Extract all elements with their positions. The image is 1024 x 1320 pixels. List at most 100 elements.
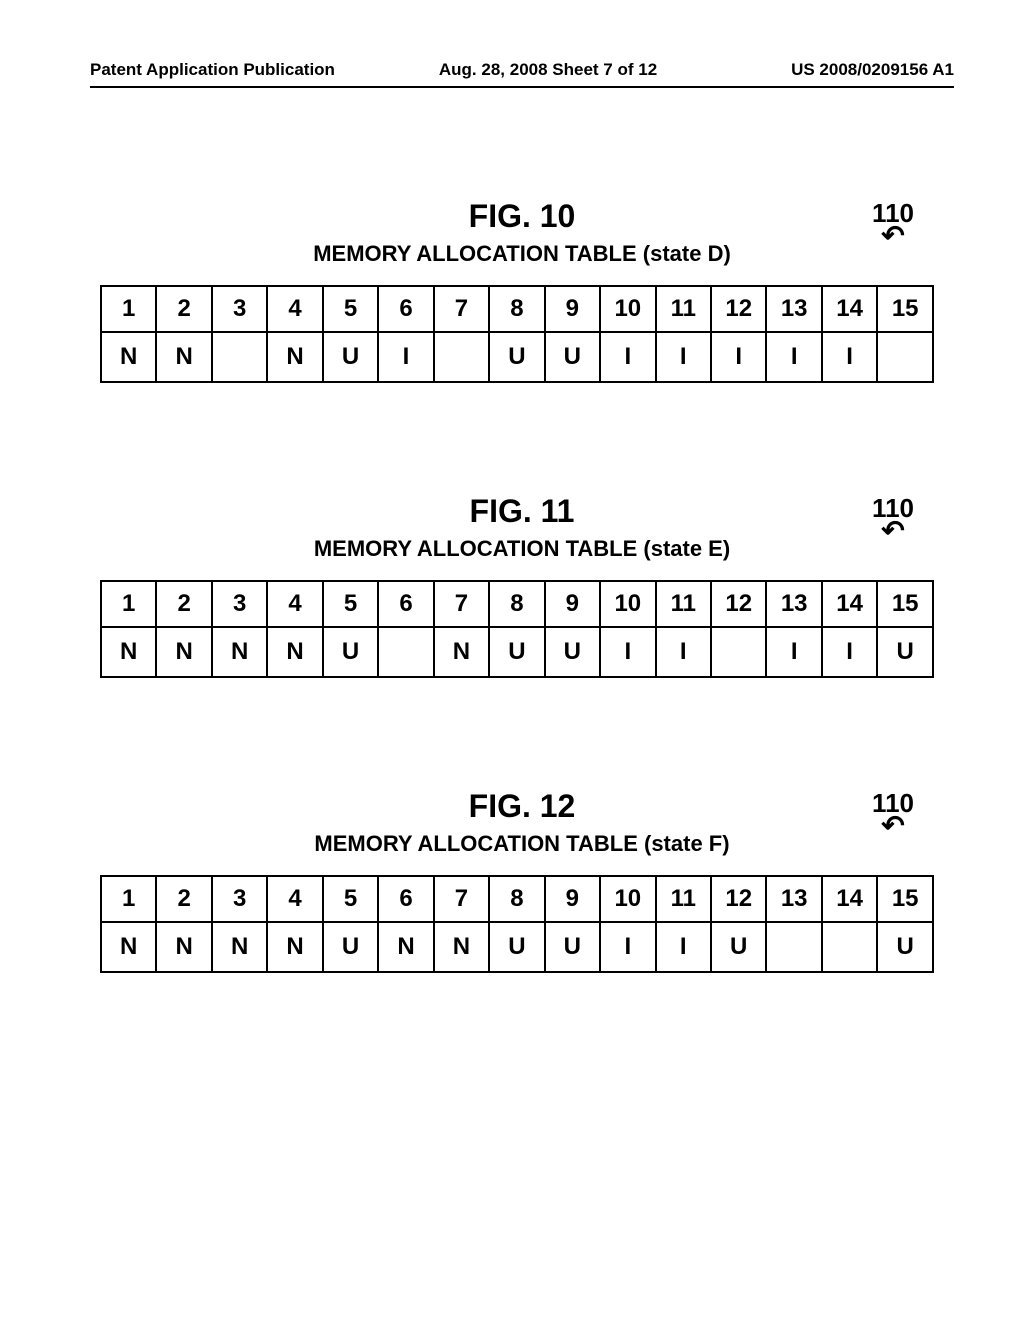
table-cell: U bbox=[323, 332, 378, 382]
table-header-cell: 2 bbox=[156, 286, 211, 332]
reference-arrow: 110 ↷ bbox=[872, 788, 914, 835]
table-cell: U bbox=[545, 332, 600, 382]
table-data-row: NNNNUℕNUUII𝕌IIU bbox=[101, 627, 933, 677]
table-cell: ℕ bbox=[434, 332, 489, 382]
figure-12: FIG. 12 110 ↷ MEMORY ALLOCATION TABLE (s… bbox=[90, 788, 954, 973]
table-header-cell: 7 bbox=[434, 286, 489, 332]
table-header-cell: 1 bbox=[101, 286, 156, 332]
table-cell: N bbox=[267, 332, 322, 382]
table-header-cell: 3 bbox=[212, 876, 267, 922]
table-cell: I bbox=[600, 627, 655, 677]
table-header-cell: 13 bbox=[766, 286, 821, 332]
table-header-cell: 15 bbox=[877, 876, 933, 922]
table-cell: N bbox=[101, 332, 156, 382]
table-cell: I bbox=[822, 332, 877, 382]
table-header-cell: 5 bbox=[323, 876, 378, 922]
table-header-cell: 4 bbox=[267, 876, 322, 922]
table-cell: N bbox=[267, 922, 322, 972]
table-cell: N bbox=[434, 627, 489, 677]
table-header-row: 123456789101112131415 bbox=[101, 286, 933, 332]
figure-subtitle: MEMORY ALLOCATION TABLE (state E) bbox=[90, 536, 954, 562]
table-cell: N bbox=[267, 627, 322, 677]
table-header-cell: 12 bbox=[711, 876, 766, 922]
table-header-cell: 5 bbox=[323, 286, 378, 332]
memory-allocation-table: 123456789101112131415 NNℕNUIℕUUIIIII𝕌 bbox=[100, 285, 934, 383]
table-header-cell: 12 bbox=[711, 581, 766, 627]
table-header-cell: 2 bbox=[156, 581, 211, 627]
table-cell: N bbox=[156, 332, 211, 382]
table-header-cell: 11 bbox=[656, 581, 711, 627]
table-cell: I bbox=[378, 332, 433, 382]
table-header-cell: 11 bbox=[656, 286, 711, 332]
table-header-cell: 3 bbox=[212, 581, 267, 627]
table-cell: N bbox=[101, 627, 156, 677]
table-cell: I bbox=[766, 627, 821, 677]
table-cell: N bbox=[156, 922, 211, 972]
table-cell: N bbox=[212, 627, 267, 677]
table-header-cell: 8 bbox=[489, 286, 544, 332]
figures-area: FIG. 10 110 ↷ MEMORY ALLOCATION TABLE (s… bbox=[90, 88, 954, 973]
page-header: Patent Application Publication Aug. 28, … bbox=[90, 60, 954, 88]
table-header-cell: 10 bbox=[600, 286, 655, 332]
header-right: US 2008/0209156 A1 bbox=[791, 60, 954, 80]
table-cell: N bbox=[212, 922, 267, 972]
table-header-cell: 8 bbox=[489, 876, 544, 922]
table-header-cell: 2 bbox=[156, 876, 211, 922]
table-header-cell: 1 bbox=[101, 581, 156, 627]
reference-arrow: 110 ↷ bbox=[872, 198, 914, 245]
table-cell: I bbox=[600, 922, 655, 972]
figure-title: FIG. 12 bbox=[469, 788, 576, 825]
table-header-cell: 6 bbox=[378, 581, 433, 627]
table-cell: I bbox=[822, 627, 877, 677]
table-header-cell: 12 bbox=[711, 286, 766, 332]
memory-allocation-table: 123456789101112131415 NNNNUNNUUIIU𝕌ℂU bbox=[100, 875, 934, 973]
table-header-cell: 9 bbox=[545, 876, 600, 922]
table-data-row: NNNNUNNUUIIU𝕌ℂU bbox=[101, 922, 933, 972]
curved-arrow-icon: ↷ bbox=[872, 227, 914, 245]
table-cell: U bbox=[545, 627, 600, 677]
table-header-cell: 6 bbox=[378, 286, 433, 332]
table-cell: N bbox=[434, 922, 489, 972]
table-cell: N bbox=[156, 627, 211, 677]
table-header-row: 123456789101112131415 bbox=[101, 876, 933, 922]
header-center: Aug. 28, 2008 Sheet 7 of 12 bbox=[439, 60, 657, 80]
table-cell: U bbox=[545, 922, 600, 972]
table-cell: U bbox=[711, 922, 766, 972]
table-cell: I bbox=[656, 922, 711, 972]
table-cell: U bbox=[323, 922, 378, 972]
table-header-cell: 8 bbox=[489, 581, 544, 627]
table-cell: U bbox=[489, 922, 544, 972]
table-cell: N bbox=[378, 922, 433, 972]
table-cell: ℕ bbox=[378, 627, 433, 677]
table-cell: N bbox=[101, 922, 156, 972]
curved-arrow-icon: ↷ bbox=[872, 522, 914, 540]
table-header-cell: 4 bbox=[267, 581, 322, 627]
table-cell: I bbox=[600, 332, 655, 382]
figure-subtitle: MEMORY ALLOCATION TABLE (state F) bbox=[90, 831, 954, 857]
table-header-cell: 4 bbox=[267, 286, 322, 332]
table-cell: U bbox=[489, 627, 544, 677]
table-cell: I bbox=[656, 627, 711, 677]
figure-title: FIG. 11 bbox=[470, 493, 575, 530]
table-cell: 𝕌 bbox=[766, 922, 821, 972]
table-header-cell: 6 bbox=[378, 876, 433, 922]
table-header-cell: 15 bbox=[877, 581, 933, 627]
table-cell: U bbox=[877, 627, 933, 677]
table-header-cell: 14 bbox=[822, 876, 877, 922]
figure-10: FIG. 10 110 ↷ MEMORY ALLOCATION TABLE (s… bbox=[90, 198, 954, 383]
table-cell: U bbox=[489, 332, 544, 382]
table-cell: I bbox=[766, 332, 821, 382]
reference-arrow: 110 ↷ bbox=[872, 493, 914, 540]
table-header-cell: 14 bbox=[822, 581, 877, 627]
table-header-cell: 11 bbox=[656, 876, 711, 922]
table-cell: U bbox=[877, 922, 933, 972]
table-cell: I bbox=[656, 332, 711, 382]
table-header-cell: 15 bbox=[877, 286, 933, 332]
table-cell: ℕ bbox=[212, 332, 267, 382]
table-cell: ℂ bbox=[822, 922, 877, 972]
table-header-cell: 9 bbox=[545, 286, 600, 332]
table-header-cell: 5 bbox=[323, 581, 378, 627]
table-header-row: 123456789101112131415 bbox=[101, 581, 933, 627]
table-header-cell: 14 bbox=[822, 286, 877, 332]
table-header-cell: 13 bbox=[766, 876, 821, 922]
